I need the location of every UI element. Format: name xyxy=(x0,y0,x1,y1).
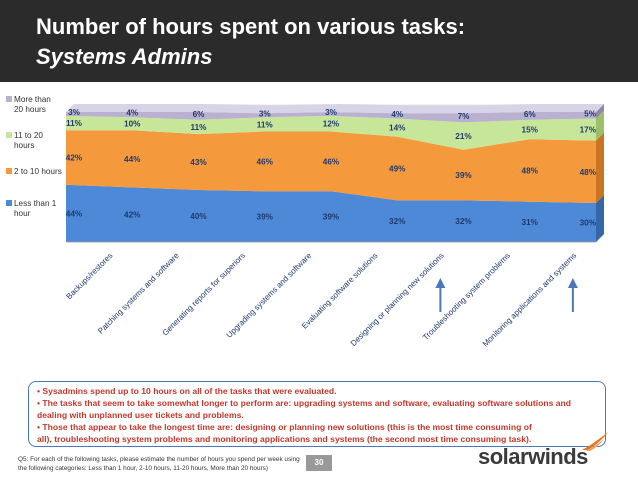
data-label: 46% xyxy=(257,157,274,166)
data-label: 46% xyxy=(323,157,340,166)
summary-notes: • Sysadmins spend up to 10 hours on all … xyxy=(28,381,606,447)
data-label: 11% xyxy=(191,123,208,132)
data-label: 6% xyxy=(524,110,537,119)
data-label: 49% xyxy=(389,165,406,174)
area-series-side xyxy=(596,110,604,141)
area-series xyxy=(66,184,596,242)
data-label: 3% xyxy=(259,109,272,118)
data-label: 7% xyxy=(458,112,471,121)
legend-label: 20 hours xyxy=(14,105,46,114)
data-label: 11% xyxy=(66,119,83,128)
data-label: 11% xyxy=(257,120,274,129)
data-label: 48% xyxy=(580,168,597,177)
data-label: 43% xyxy=(190,158,207,167)
note-line: • Sysadmins spend up to 10 hours on all … xyxy=(37,386,337,396)
data-label: 15% xyxy=(522,126,539,135)
data-label: 44% xyxy=(66,209,83,218)
highlight-arrow-head xyxy=(567,278,578,288)
data-label: 21% xyxy=(455,132,472,141)
area-series xyxy=(66,115,596,150)
data-label: 48% xyxy=(522,167,539,176)
data-label: 30% xyxy=(580,219,597,228)
stacked-area-chart: 44% 42% 40% 39% 39% 32% 32% 31% 30% 42% 44% 43% 46% 4… xyxy=(6,95,605,349)
legend-label: More than xyxy=(14,95,51,104)
legend-label: hour xyxy=(14,209,31,218)
x-tick-label: Evaluating software solutions xyxy=(300,251,380,331)
data-label: 31% xyxy=(522,218,539,227)
note-line: • Those that appear to take the longest … xyxy=(37,422,532,432)
data-label: 6% xyxy=(193,110,206,119)
legend-swatch xyxy=(6,132,12,138)
legend-swatch xyxy=(6,200,12,206)
data-label: 5% xyxy=(584,109,597,118)
note-line: • The tasks that seem to take somewhat l… xyxy=(37,398,572,408)
legend-label: Less than 1 xyxy=(14,199,57,208)
x-axis-depth-line xyxy=(595,233,605,243)
data-label: 39% xyxy=(455,171,472,180)
data-label: 4% xyxy=(391,110,404,119)
x-tick-label: Backups/restores xyxy=(64,251,114,301)
data-label: 32% xyxy=(389,217,406,226)
data-label: 17% xyxy=(580,126,597,135)
data-label: 40% xyxy=(190,212,207,221)
legend-label: 2 to 10 hours xyxy=(14,167,62,176)
data-label: 3% xyxy=(68,108,81,117)
area-series xyxy=(66,112,596,123)
legend-swatch xyxy=(6,96,12,102)
data-label: 12% xyxy=(323,120,340,129)
data-label: 44% xyxy=(124,155,141,164)
area-top-face xyxy=(66,104,604,114)
page-title: Number of hours spent on various tasks: xyxy=(36,14,466,39)
page-number: 30 xyxy=(306,455,332,471)
solarwinds-logo-text: solarwinds xyxy=(478,444,588,469)
data-label: 42% xyxy=(124,211,141,220)
page-subtitle: Systems Admins xyxy=(36,44,213,69)
area-series xyxy=(66,130,596,203)
data-label: 39% xyxy=(257,213,274,222)
legend-swatch xyxy=(6,168,12,174)
area-series-side xyxy=(596,132,604,203)
data-label: 14% xyxy=(389,124,406,133)
area-series-side xyxy=(596,195,604,242)
data-label: 32% xyxy=(455,217,472,226)
data-label: 39% xyxy=(323,213,340,222)
legend-label: 11 to 20 xyxy=(14,131,43,140)
survey-question-footnote: Q5: For each of the following tasks, ple… xyxy=(18,456,300,472)
title-banner: Number of hours spent on various tasks: … xyxy=(0,0,638,82)
highlight-arrow-head xyxy=(435,278,446,288)
solarwinds-flame-icon xyxy=(582,432,608,451)
data-label: 42% xyxy=(66,154,83,163)
note-line: dealing with unplanned user tickets and … xyxy=(37,410,244,420)
data-label: 10% xyxy=(124,120,141,129)
note-line: all), troubleshooting system problems an… xyxy=(37,434,532,444)
data-label: 4% xyxy=(126,109,139,118)
legend-label: hours xyxy=(14,141,34,150)
data-label: 3% xyxy=(325,108,338,117)
area-series-side xyxy=(596,104,604,119)
